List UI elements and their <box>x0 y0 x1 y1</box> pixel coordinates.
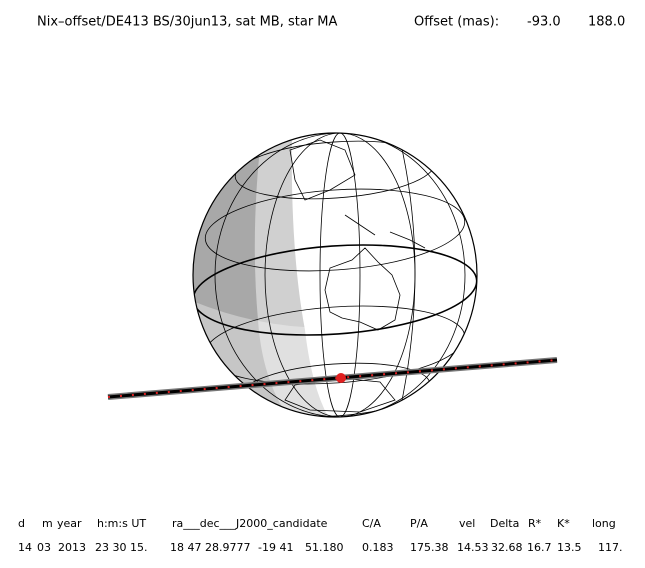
column-header: P/A <box>410 517 428 530</box>
event-table: d m year h:m:s UT ra___dec___J2000_candidate… <box>18 517 623 554</box>
column-header: d <box>18 517 25 530</box>
column-header: long <box>592 517 616 530</box>
table-value: 117. <box>598 541 623 554</box>
globe <box>192 132 478 418</box>
column-header: K* <box>557 517 570 530</box>
offset-value: 188.0 <box>588 15 625 30</box>
title: Nix–offset/DE413 BS/30jun13, sat MB, sta… <box>37 15 338 30</box>
table-value: 0.183 <box>362 541 394 554</box>
offset-value: -93.0 <box>527 15 561 30</box>
column-header: m <box>42 517 53 530</box>
table-value: 03 <box>37 541 51 554</box>
table-value: 32.68 <box>491 541 523 554</box>
table-value: 14 <box>18 541 32 554</box>
table-value: 175.38 <box>410 541 449 554</box>
table-value: -19 41 <box>258 541 293 554</box>
table-value: 13.5 <box>557 541 582 554</box>
column-header: ra___dec___J2000_candidate <box>172 517 328 530</box>
shadow-path <box>107 357 558 400</box>
table-value: 14.53 <box>457 541 489 554</box>
column-header: Delta <box>490 517 519 530</box>
column-header: year <box>57 517 82 530</box>
column-header: h:m:s UT <box>97 517 146 530</box>
table-value: 51.180 <box>305 541 344 554</box>
table-value: 16.7 <box>527 541 552 554</box>
column-header: C/A <box>362 517 381 530</box>
table-value: 18 47 28.9777 <box>170 541 250 554</box>
table-value: 23 30 15. <box>95 541 147 554</box>
column-header: vel <box>459 517 475 530</box>
offset-label: Offset (mas): <box>414 15 499 30</box>
table-value: 2013 <box>58 541 86 554</box>
column-header: R* <box>528 517 542 530</box>
